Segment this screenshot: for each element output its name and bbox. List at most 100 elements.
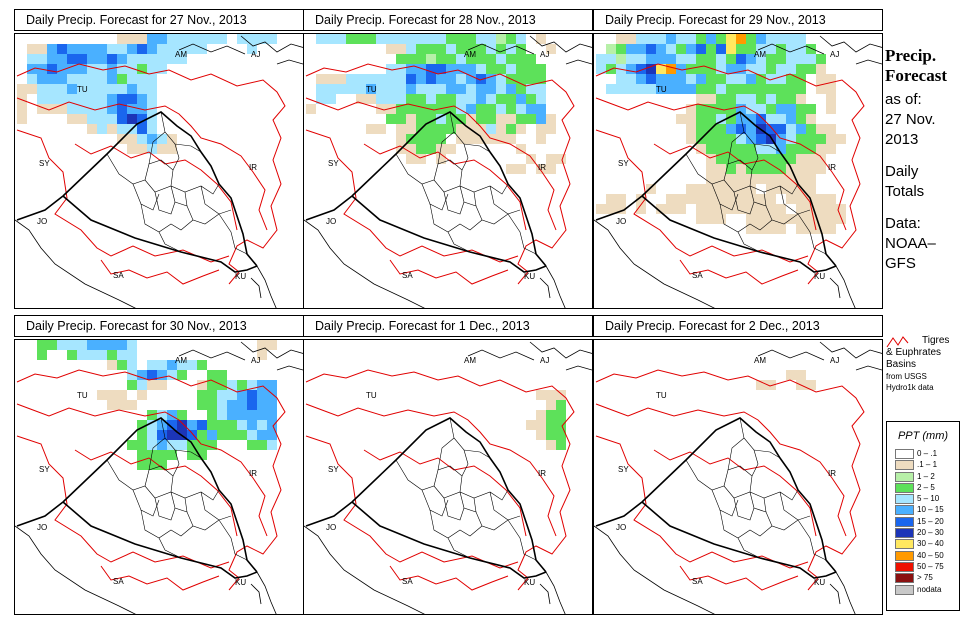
precip-cell: [177, 420, 187, 430]
precip-cell: [656, 204, 666, 214]
precip-cell: [117, 74, 127, 84]
country-label-sy: SY: [618, 465, 629, 474]
precip-cell: [686, 84, 696, 94]
precip-cell: [137, 460, 147, 470]
country-label-sa: SA: [692, 271, 703, 280]
legend-item: 50 – 75: [887, 561, 959, 572]
precip-cell: [756, 114, 766, 124]
precip-cell: [396, 124, 406, 134]
precip-cell: [406, 44, 416, 54]
country-boundary: [594, 219, 715, 308]
iraq-border: [62, 501, 258, 579]
precip-cell: [526, 420, 536, 430]
province-boundary: [437, 437, 455, 471]
precip-cell: [386, 84, 396, 94]
country-label-sy: SY: [618, 159, 629, 168]
precip-cell: [137, 54, 147, 64]
precip-cell: [396, 114, 406, 124]
precip-cell: [147, 54, 157, 64]
precip-cell: [546, 400, 556, 410]
precip-cell: [816, 124, 826, 134]
precip-cell: [127, 34, 137, 44]
precip-cell: [686, 74, 696, 84]
precip-cell: [776, 54, 786, 64]
precip-cell: [526, 64, 536, 74]
precip-cell: [267, 410, 277, 420]
precip-cell: [816, 54, 826, 64]
precip-cell: [207, 430, 217, 440]
precip-cell: [47, 64, 57, 74]
precip-cell: [227, 410, 237, 420]
province-boundary: [473, 191, 477, 207]
basin-boundary: [595, 369, 865, 591]
precip-cell: [766, 174, 776, 184]
precip-cell: [796, 44, 806, 54]
precip-cell: [167, 430, 177, 440]
country-label-am: AM: [754, 50, 766, 59]
precip-cell: [706, 194, 716, 204]
precip-cell: [247, 400, 257, 410]
precip-cell: [237, 410, 247, 420]
precip-cell: [147, 44, 157, 54]
legend-label: .1 – 1: [917, 460, 938, 470]
precip-cell: [57, 94, 67, 104]
precip-cell: [736, 114, 746, 124]
precip-cell: [716, 74, 726, 84]
precip-cell: [826, 74, 836, 84]
country-label-ir: IR: [249, 163, 257, 172]
precip-cell: [706, 144, 716, 154]
precip-cell: [776, 214, 786, 224]
precip-cell: [87, 44, 97, 54]
precip-cell: [776, 44, 786, 54]
precip-cell: [786, 184, 796, 194]
precip-cell: [177, 410, 187, 420]
precip-cell: [786, 34, 796, 44]
precip-cell: [127, 74, 137, 84]
precip-cell: [97, 74, 107, 84]
precip-cell: [97, 390, 107, 400]
precip-cell: [706, 74, 716, 84]
precip-cell: [376, 124, 386, 134]
legend-item: 5 – 10: [887, 493, 959, 505]
precip-cell: [436, 54, 446, 64]
precip-cell: [446, 104, 456, 114]
precip-cell: [546, 114, 556, 124]
precip-cell: [746, 204, 756, 214]
precip-cell: [396, 104, 406, 114]
precip-cell: [696, 204, 706, 214]
precip-cell: [137, 380, 147, 390]
map-svg: AM AJ TU SY IR JO SA KU: [594, 341, 882, 614]
precip-cell: [676, 44, 686, 54]
precip-cell: [786, 64, 796, 74]
precip-cell: [726, 74, 736, 84]
country-label-am: AM: [175, 50, 187, 59]
precip-cell: [746, 34, 756, 44]
precip-cell: [796, 54, 806, 64]
data-label-2: NOAA–: [885, 235, 936, 252]
basin-boundary: [305, 369, 575, 591]
precip-cell: [726, 164, 736, 174]
precip-cell: [706, 44, 716, 54]
precip-cell: [227, 400, 237, 410]
precip-cell: [157, 420, 167, 430]
precip-cell: [546, 44, 556, 54]
precip-cell: [426, 74, 436, 84]
precip-cell: [496, 114, 506, 124]
iraq-border: [351, 417, 547, 573]
basin-boundary: [305, 63, 575, 285]
country-label-ku: KU: [524, 272, 535, 281]
asof-date-line2: 2013: [885, 131, 919, 148]
province-boundary: [797, 519, 827, 561]
precip-cell: [466, 34, 476, 44]
country-label-am: AM: [175, 356, 187, 365]
precip-cell: [786, 154, 796, 164]
precip-cells: [37, 340, 277, 470]
precip-cell: [67, 54, 77, 64]
precip-cell: [257, 350, 267, 360]
precip-cell: [17, 114, 27, 124]
precip-cell: [376, 94, 386, 104]
precip-cell: [117, 94, 127, 104]
province-boundary: [443, 497, 465, 521]
precip-cell: [436, 124, 446, 134]
precip-cells: [526, 390, 566, 450]
